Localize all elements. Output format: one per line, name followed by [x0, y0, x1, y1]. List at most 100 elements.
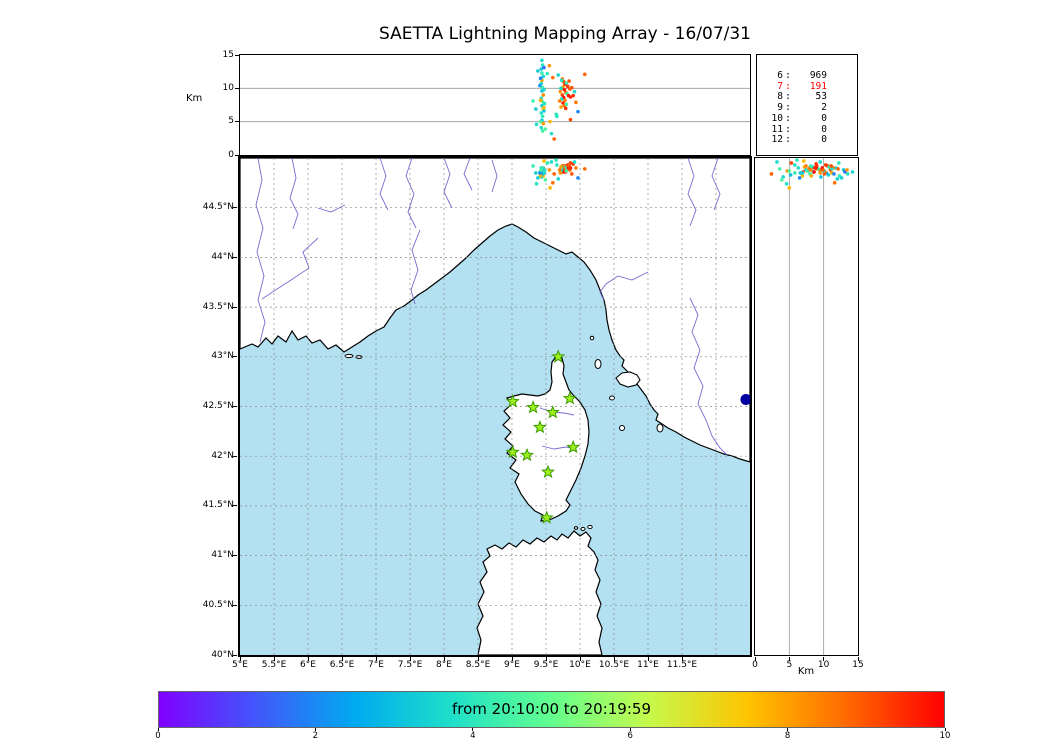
- tick-mark: [235, 87, 239, 89]
- latitude-tick-label: 44.5°N: [202, 202, 234, 213]
- longitude-tick-label: 10.5°E: [598, 660, 630, 670]
- tick-mark: [233, 505, 237, 507]
- colorbar-label: from 20:10:00 to 20:19:59: [451, 700, 651, 718]
- tick-mark: [235, 154, 239, 156]
- tick-mark: [754, 657, 756, 661]
- station-count-rows: 6:969 7:191 8:53 9:2 10:0 11:0 12:0: [769, 70, 857, 146]
- latitude-tick-label: 41.5°N: [202, 500, 234, 511]
- tick-mark: [239, 657, 241, 661]
- colorbar-tick-label: 4: [470, 731, 476, 741]
- right-altitude-tick-label: 15: [852, 660, 864, 670]
- geographic-map: [240, 158, 750, 655]
- longitude-tick-label: 8.5°E: [465, 660, 491, 670]
- longitude-tick-label: 7°E: [368, 660, 384, 670]
- altitude-longitude-panel: [239, 54, 751, 156]
- latitude-tick-label: 40°N: [211, 649, 234, 660]
- longitude-tick-label: 7.5°E: [397, 660, 423, 670]
- station-count-row: 10:0: [771, 112, 827, 124]
- tick-mark: [233, 406, 237, 407]
- latitude-tick-label: 43°N: [211, 351, 234, 362]
- tick-mark: [314, 728, 316, 731]
- altitude-latitude-plot: [769, 158, 855, 655]
- tick-mark: [472, 728, 474, 731]
- tick-mark: [477, 657, 479, 661]
- tick-mark: [409, 657, 411, 661]
- lma-station-star: [505, 444, 520, 459]
- altitude-tick-label: 15: [222, 49, 234, 60]
- lma-station-star: [532, 420, 547, 434]
- tick-mark: [579, 657, 581, 661]
- longitude-tick-label: 11°E: [637, 660, 659, 670]
- tick-mark: [613, 657, 615, 661]
- lma-station-star: [551, 349, 566, 363]
- tick-mark: [787, 728, 789, 731]
- tick-mark: [375, 657, 377, 661]
- right-km-label: Km: [797, 666, 815, 677]
- colorbar: from 20:10:00 to 20:19:59: [158, 691, 945, 728]
- tick-mark: [157, 728, 159, 731]
- altitude-tick-label: 10: [222, 82, 234, 93]
- tick-mark: [233, 207, 237, 209]
- tick-mark: [944, 728, 946, 731]
- tick-mark: [511, 657, 513, 661]
- station-count-row: 12:0: [771, 134, 827, 146]
- tick-mark: [235, 121, 239, 123]
- tick-mark: [233, 555, 237, 557]
- latitude-tick-label: 42°N: [211, 450, 234, 461]
- right-altitude-tick-label: 5: [786, 660, 793, 670]
- longitude-tick-label: 6.5°E: [329, 660, 355, 670]
- altitude-longitude-plot: [240, 58, 750, 141]
- tick-mark: [443, 657, 445, 661]
- altitude-latitude-panel: [754, 157, 859, 656]
- lma-station-star: [539, 510, 554, 524]
- tick-mark: [341, 657, 343, 661]
- lma-station-star: [566, 439, 581, 454]
- longitude-tick-label: 11.5°E: [666, 660, 698, 670]
- tick-mark: [647, 657, 649, 661]
- tick-mark: [235, 54, 239, 56]
- longitude-tick-label: 9.5°E: [533, 660, 559, 670]
- lma-station-star: [520, 447, 535, 462]
- tick-mark: [681, 657, 683, 661]
- colorbar-tick-label: 6: [627, 731, 633, 741]
- colorbar-tick-label: 8: [784, 731, 791, 741]
- tick-mark: [823, 657, 825, 661]
- station-count-row: 11:0: [771, 123, 827, 135]
- tick-mark: [233, 455, 237, 457]
- tick-mark: [307, 657, 309, 661]
- right-altitude-tick-label: 0: [752, 660, 758, 670]
- longitude-tick-label: 10°E: [569, 660, 591, 670]
- right-altitude-tick-label: 10: [817, 660, 830, 670]
- lma-station-star: [562, 391, 577, 405]
- figure-title: SAETTA Lightning Mapping Array - 16/07/3…: [379, 24, 751, 44]
- lma-station-star: [540, 464, 555, 479]
- altitude-tick-label: 0: [228, 149, 234, 160]
- latitude-tick-label: 43.5°N: [202, 301, 234, 312]
- longitude-tick-label: 9°E: [504, 660, 520, 670]
- tick-mark: [629, 728, 631, 731]
- station-count-row: 6:969: [777, 70, 827, 81]
- station-count-row: 9:2: [777, 102, 827, 114]
- longitude-tick-label: 5.5°E: [261, 660, 287, 670]
- station-count-row: 8:53: [777, 91, 827, 103]
- tick-mark: [233, 256, 237, 258]
- latitude-tick-label: 42.5°N: [202, 401, 234, 411]
- altitude-tick-label: 5: [228, 116, 234, 127]
- colorbar-tick-label: 2: [312, 731, 319, 741]
- station-count-row: 7:191: [777, 80, 827, 92]
- station-count-panel: 6:969 7:191 8:53 9:2 10:0 11:0 12:0: [756, 54, 858, 156]
- latitude-tick-label: 44°N: [211, 251, 234, 262]
- tick-mark: [233, 306, 237, 308]
- longitude-tick-label: 5°E: [232, 660, 248, 670]
- colorbar-tick-label: 10: [939, 731, 951, 741]
- lma-station-star: [545, 405, 560, 419]
- tick-mark: [857, 657, 859, 661]
- longitude-tick-label: 6°E: [300, 660, 316, 670]
- longitude-tick-label: 8°E: [436, 660, 452, 670]
- tick-mark: [233, 604, 237, 606]
- colorbar-tick-label: 0: [155, 731, 161, 741]
- latitude-tick-label: 41°N: [211, 550, 234, 561]
- lma-station-star: [505, 394, 520, 408]
- altitude-axis-label: Km: [186, 93, 203, 104]
